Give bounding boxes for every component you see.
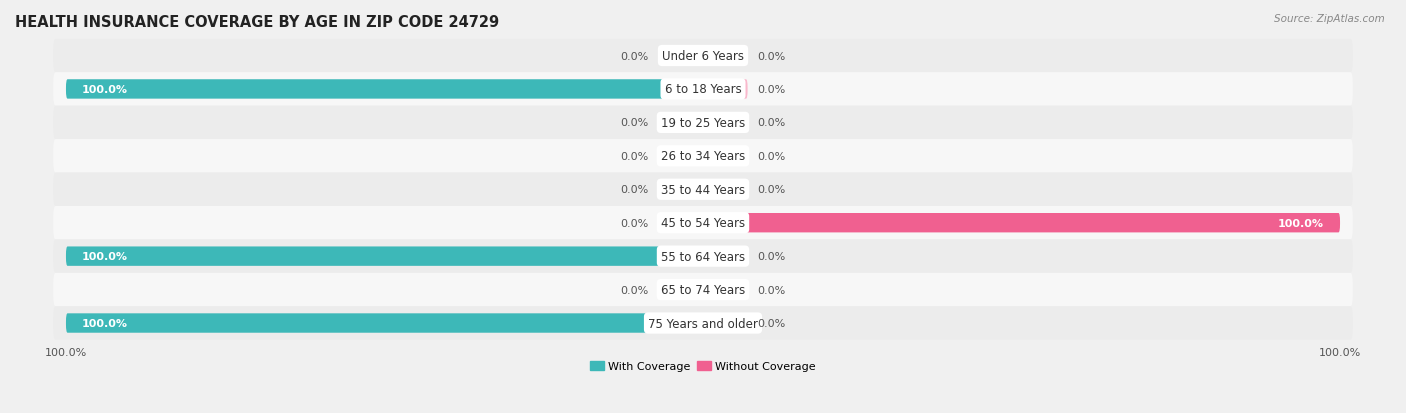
Text: Under 6 Years: Under 6 Years [662,50,744,63]
FancyBboxPatch shape [703,214,1340,233]
FancyBboxPatch shape [66,313,703,333]
Text: 100.0%: 100.0% [82,252,128,261]
FancyBboxPatch shape [703,280,748,299]
FancyBboxPatch shape [658,214,703,233]
FancyBboxPatch shape [53,73,1353,107]
Text: 19 to 25 Years: 19 to 25 Years [661,116,745,130]
Text: 0.0%: 0.0% [620,185,648,195]
Text: 100.0%: 100.0% [82,318,128,328]
Text: 100.0%: 100.0% [82,85,128,95]
Text: 0.0%: 0.0% [620,152,648,161]
Text: 55 to 64 Years: 55 to 64 Years [661,250,745,263]
Legend: With Coverage, Without Coverage: With Coverage, Without Coverage [586,356,820,375]
Text: 0.0%: 0.0% [620,218,648,228]
Text: Source: ZipAtlas.com: Source: ZipAtlas.com [1274,14,1385,24]
Text: 0.0%: 0.0% [758,85,786,95]
Text: 0.0%: 0.0% [758,118,786,128]
FancyBboxPatch shape [703,180,748,199]
FancyBboxPatch shape [53,306,1353,340]
FancyBboxPatch shape [703,80,748,100]
FancyBboxPatch shape [658,47,703,66]
Text: 45 to 54 Years: 45 to 54 Years [661,217,745,230]
Text: 0.0%: 0.0% [620,51,648,62]
Text: 0.0%: 0.0% [758,252,786,261]
FancyBboxPatch shape [703,313,748,333]
FancyBboxPatch shape [53,273,1353,306]
Text: 0.0%: 0.0% [758,51,786,62]
FancyBboxPatch shape [703,147,748,166]
Text: 26 to 34 Years: 26 to 34 Years [661,150,745,163]
FancyBboxPatch shape [53,140,1353,173]
FancyBboxPatch shape [658,114,703,133]
Text: 0.0%: 0.0% [758,185,786,195]
FancyBboxPatch shape [66,80,703,100]
Text: 0.0%: 0.0% [758,152,786,161]
FancyBboxPatch shape [53,206,1353,240]
FancyBboxPatch shape [53,240,1353,273]
FancyBboxPatch shape [703,247,748,266]
Text: 6 to 18 Years: 6 to 18 Years [665,83,741,96]
Text: 75 Years and older: 75 Years and older [648,317,758,330]
Text: 100.0%: 100.0% [1278,218,1324,228]
FancyBboxPatch shape [658,280,703,299]
FancyBboxPatch shape [66,247,703,266]
Text: 0.0%: 0.0% [620,285,648,295]
Text: 0.0%: 0.0% [758,318,786,328]
Text: 0.0%: 0.0% [620,118,648,128]
FancyBboxPatch shape [703,47,748,66]
FancyBboxPatch shape [658,147,703,166]
Text: HEALTH INSURANCE COVERAGE BY AGE IN ZIP CODE 24729: HEALTH INSURANCE COVERAGE BY AGE IN ZIP … [15,15,499,30]
FancyBboxPatch shape [53,173,1353,206]
FancyBboxPatch shape [703,114,748,133]
Text: 0.0%: 0.0% [758,285,786,295]
Text: 35 to 44 Years: 35 to 44 Years [661,183,745,196]
FancyBboxPatch shape [53,40,1353,73]
Text: 65 to 74 Years: 65 to 74 Years [661,283,745,297]
FancyBboxPatch shape [53,107,1353,140]
FancyBboxPatch shape [658,180,703,199]
